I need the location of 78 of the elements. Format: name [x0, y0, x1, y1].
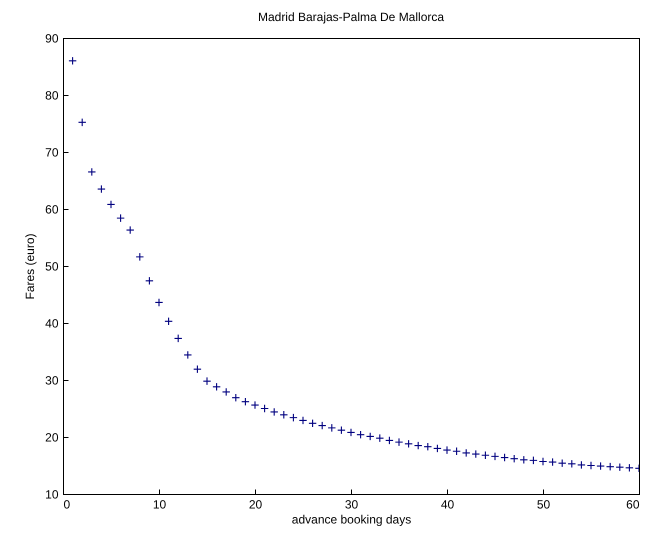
point — [500, 453, 509, 462]
point — [548, 458, 557, 466]
y-axis-title: Fares (euro) — [23, 233, 38, 300]
point — [184, 350, 192, 360]
y-tick-label: 60 — [45, 202, 59, 216]
chart-title: Madrid Barajas-Palma De Mallorca — [258, 10, 444, 24]
point — [586, 461, 596, 470]
point — [366, 432, 374, 441]
point — [404, 440, 413, 448]
point — [394, 438, 404, 446]
x-axis-title: advance booking days — [292, 512, 412, 526]
point — [376, 434, 384, 442]
y-tick-label: 90 — [45, 32, 59, 46]
point — [136, 252, 144, 262]
point — [202, 376, 212, 386]
point — [596, 462, 605, 470]
point — [328, 424, 336, 432]
point — [433, 444, 442, 453]
y-tick-label: 20 — [45, 430, 59, 444]
x-tick-label: 20 — [248, 498, 262, 512]
point — [308, 419, 317, 428]
point — [625, 464, 634, 472]
point — [481, 450, 490, 460]
point — [174, 334, 182, 343]
x-tick-label: 30 — [344, 498, 358, 512]
point — [193, 364, 202, 374]
point — [260, 404, 269, 413]
point — [529, 456, 538, 465]
point — [462, 448, 470, 458]
point — [97, 184, 106, 194]
point — [280, 410, 288, 420]
point — [442, 446, 452, 454]
point — [510, 454, 518, 463]
point — [414, 441, 422, 450]
point — [558, 458, 566, 468]
point — [520, 456, 528, 464]
y-tick-label: 50 — [45, 260, 59, 274]
point — [154, 298, 164, 307]
y-tick-label: 30 — [45, 374, 59, 388]
point — [232, 393, 240, 402]
point — [250, 400, 260, 410]
point — [298, 416, 308, 425]
point — [106, 200, 116, 209]
point — [68, 56, 77, 66]
x-tick-label: 40 — [440, 498, 454, 512]
y-tick-label: 80 — [45, 88, 59, 102]
point — [472, 450, 480, 458]
x-tick-label: 0 — [64, 498, 70, 512]
y-tick-label: 10 — [45, 488, 59, 502]
x-tick-label: 60 — [626, 498, 640, 512]
point — [318, 421, 326, 430]
point — [337, 426, 346, 434]
point — [385, 436, 394, 445]
y-tick-label: 70 — [45, 146, 59, 160]
x-tick-label: 50 — [536, 498, 550, 512]
y-tick-label: 40 — [45, 316, 59, 330]
point — [145, 276, 154, 286]
point — [452, 446, 461, 456]
point — [289, 413, 298, 422]
point — [577, 460, 586, 470]
point — [424, 442, 432, 451]
point — [616, 462, 624, 472]
point — [490, 452, 500, 461]
x-tick-label: 10 — [152, 498, 166, 512]
point — [538, 457, 548, 466]
point — [356, 430, 365, 439]
point — [78, 118, 86, 127]
point — [346, 428, 356, 437]
point — [126, 226, 134, 234]
point — [116, 214, 125, 222]
point — [606, 462, 614, 471]
point — [568, 460, 576, 468]
point — [212, 382, 221, 392]
point — [164, 317, 173, 326]
point — [241, 397, 250, 406]
point — [270, 408, 278, 416]
point — [222, 388, 230, 396]
point — [88, 168, 96, 176]
